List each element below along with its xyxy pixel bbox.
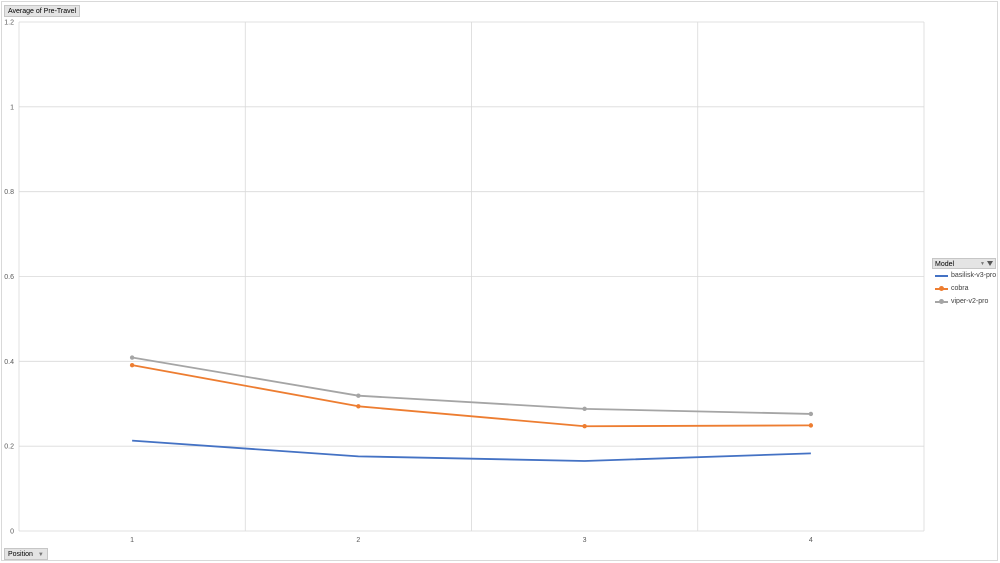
series-line-cobra <box>131 364 811 428</box>
value-field-button[interactable]: Average of Pre-Travel <box>4 5 81 17</box>
data-point-cobra <box>582 424 587 429</box>
y-tick-label: 0.8 <box>4 189 14 196</box>
y-tick-label: 0.2 <box>4 444 14 451</box>
axis-field-label: Position <box>8 551 33 558</box>
legend-items: basilisk-v3-pro cobra viper-v2-pro <box>932 270 996 308</box>
data-point-viper-v2-pro <box>808 411 814 417</box>
data-point-viper-v2-pro <box>582 406 587 412</box>
series-line-viper-v2-pro <box>131 356 811 415</box>
legend-item-cobra: cobra <box>932 283 996 295</box>
legend: Model ▼ basilisk-v3-pro cobra viper-v2-pro <box>932 258 996 308</box>
series-line-basilisk-v3-pro <box>132 439 811 462</box>
data-point-cobra <box>356 404 361 409</box>
legend-item-viper-v2-pro: viper-v2-pro <box>932 296 996 308</box>
y-tick-label: 0 <box>10 529 14 536</box>
y-tick-label: 0.4 <box>4 359 14 366</box>
legend-label: cobra <box>951 285 969 292</box>
axis-field-button[interactable]: Position ▼ <box>4 548 48 560</box>
legend-field-button[interactable]: Model ▼ <box>932 258 996 269</box>
data-point-cobra <box>808 423 814 428</box>
chevron-down-icon: ▼ <box>980 261 985 267</box>
x-tick-label: 4 <box>809 537 813 544</box>
legend-label: viper-v2-pro <box>951 298 989 305</box>
value-field-label: Average of Pre-Travel <box>8 8 77 15</box>
filter-icon[interactable] <box>987 261 993 266</box>
legend-title: Model <box>935 261 955 268</box>
data-point-viper-v2-pro <box>356 393 361 398</box>
legend-swatch <box>935 275 948 277</box>
x-tick-label: 3 <box>583 537 587 544</box>
data-point-viper-v2-pro <box>129 355 135 360</box>
legend-label: basilisk-v3-pro <box>951 272 997 279</box>
legend-marker <box>939 286 944 291</box>
chevron-down-icon: ▼ <box>37 552 44 558</box>
x-tick-label: 2 <box>356 537 360 544</box>
data-point-cobra <box>129 362 135 368</box>
legend-item-basilisk-v3-pro: basilisk-v3-pro <box>932 270 996 282</box>
x-tick-label: 1 <box>130 537 134 544</box>
y-tick-label: 0.6 <box>4 274 14 281</box>
y-tick-label: 1 <box>10 104 14 111</box>
legend-marker <box>939 299 944 304</box>
y-tick-label: 1.2 <box>4 20 14 27</box>
